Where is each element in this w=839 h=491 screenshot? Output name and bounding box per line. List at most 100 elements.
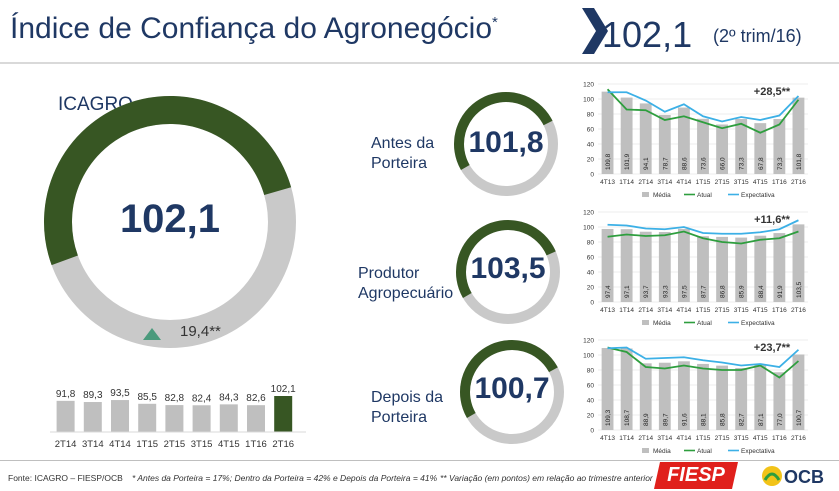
y-tick-label: 80 [587, 240, 595, 247]
y-tick-label: 40 [587, 142, 595, 149]
media-bar-4T14 [677, 228, 690, 302]
bar-value-label: 73,6 [701, 157, 708, 170]
bar-value-label: 97,5 [681, 285, 688, 298]
bar-value-label: 73,3 [777, 157, 784, 170]
y-tick-label: 100 [583, 97, 594, 104]
segment-gauge-depois [460, 340, 564, 444]
x-category-label: 3T14 [657, 307, 672, 314]
x-category-label: 4T14 [676, 435, 691, 442]
page-title: Índice de Confiança do Agronegócio* [10, 12, 498, 45]
y-tick-label: 100 [583, 225, 594, 232]
bar-value-label: 101,9 [624, 153, 631, 170]
x-category-label: 1T14 [619, 179, 634, 186]
media-bar-4T15 [754, 123, 767, 174]
footer-weights-note: * Antes da Porteira = 17%; Dentro da Por… [132, 473, 438, 483]
segment-value-antes: 101,8 [468, 126, 544, 159]
ocb-logo-icon [762, 466, 782, 486]
x-category-label: 4T13 [600, 435, 615, 442]
header-period: (2º trim/16) [713, 26, 802, 46]
fiesp-logo-text: FIESP [667, 464, 725, 486]
history-category-label: 2T15 [164, 439, 186, 450]
history-category-label: 1T15 [136, 439, 158, 450]
bar-value-label: 67,8 [758, 157, 765, 170]
x-category-label: 3T14 [657, 435, 672, 442]
history-bar-label: 102,1 [271, 384, 296, 395]
bar-value-label: 91,6 [681, 413, 688, 426]
media-bar-2T15 [716, 124, 729, 174]
bar-value-label: 103,5 [796, 281, 803, 298]
media-bar-2T15 [716, 236, 729, 302]
main-gauge-donut [43, 96, 296, 348]
media-bar-3T14 [658, 362, 671, 430]
bar-value-label: 89,7 [662, 413, 669, 426]
y-tick-label: 60 [587, 255, 595, 262]
bar-value-label: 97,4 [605, 285, 612, 298]
bar-value-label: 109,3 [605, 409, 612, 426]
media-bar-1T14 [620, 97, 633, 174]
media-bar-4T13 [601, 228, 614, 302]
y-tick-label: 0 [590, 300, 594, 307]
x-category-label: 2T16 [791, 307, 806, 314]
x-category-label: 1T14 [619, 307, 634, 314]
y-tick-label: 0 [590, 428, 594, 435]
x-category-label: 1T15 [696, 307, 711, 314]
media-bar-2T16 [792, 354, 805, 430]
x-category-label: 4T13 [600, 307, 615, 314]
footer-source: Fonte: ICAGRO – FIESP/OCB [8, 473, 123, 483]
bar-value-label: 87,7 [701, 285, 708, 298]
fiesp-logo [654, 462, 738, 489]
x-category-label: 4T15 [753, 435, 768, 442]
x-category-label: 2T14 [638, 435, 653, 442]
y-tick-label: 80 [587, 112, 595, 119]
icagro-history-chart: 91,8 2T14 89,3 3T14 93,5 4T14 85,5 1T15 82,8 2T15… [50, 384, 306, 450]
history-category-label: 3T14 [82, 439, 104, 450]
series-line-expectativa [607, 91, 800, 123]
history-category-label: 4T15 [218, 439, 240, 450]
bar-value-label: 85,8 [720, 413, 727, 426]
y-tick-label: 120 [583, 82, 594, 89]
legend-label: Média [653, 192, 671, 199]
legend-swatch [642, 320, 649, 325]
legend-swatch [642, 192, 649, 197]
mini-chart-depois-da-porteira: 0 20 40 60 80 100 120 109,3 4T13 108,7 1T14 88,9 2T1… [583, 338, 808, 455]
series-line-expectativa [607, 346, 800, 368]
x-category-label: 2T14 [638, 307, 653, 314]
bar-value-label: 88,9 [643, 413, 650, 426]
x-category-label: 3T15 [734, 435, 749, 442]
history-bar-4T14 [111, 400, 129, 432]
media-bar-1T14 [620, 229, 633, 302]
header-index-value: 102,1 [602, 14, 693, 55]
bar-value-label: 88,6 [681, 157, 688, 170]
history-bar-1T16 [247, 405, 265, 432]
history-category-label: 3T15 [191, 439, 213, 450]
x-category-label: 1T16 [772, 179, 787, 186]
legend-label: Atual [697, 448, 712, 455]
legend-label: Expectativa [741, 192, 775, 199]
legend-label: Expectativa [741, 320, 775, 327]
x-category-label: 1T16 [772, 435, 787, 442]
media-bar-2T16 [792, 97, 805, 174]
media-bar-2T16 [792, 224, 805, 302]
bar-value-label: 77,0 [777, 413, 784, 426]
bar-value-label: 101,8 [796, 153, 803, 170]
y-tick-label: 20 [587, 157, 595, 164]
history-bar-3T14 [83, 402, 102, 432]
up-triangle-icon [143, 328, 161, 340]
history-category-label: 2T14 [55, 439, 77, 450]
x-category-label: 1T14 [619, 435, 634, 442]
legend-label: Atual [697, 320, 712, 327]
x-category-label: 2T16 [791, 179, 806, 186]
segment-value-depois: 100,7 [474, 372, 550, 405]
bar-value-label: 97,1 [624, 285, 631, 298]
media-bar-2T14 [639, 231, 652, 302]
variation-annotation: +28,5** [754, 86, 791, 98]
history-category-label: 2T16 [272, 439, 294, 450]
bar-value-label: 94,1 [643, 157, 650, 170]
legend-label: Média [653, 320, 671, 327]
history-bar-3T15 [192, 405, 211, 432]
y-tick-label: 120 [583, 210, 594, 217]
y-tick-label: 120 [583, 338, 594, 345]
x-category-label: 2T14 [638, 179, 653, 186]
x-category-label: 1T15 [696, 179, 711, 186]
chevron-right-icon [582, 8, 608, 54]
